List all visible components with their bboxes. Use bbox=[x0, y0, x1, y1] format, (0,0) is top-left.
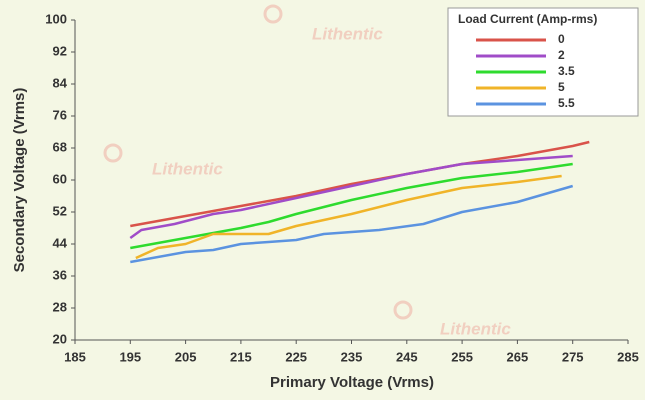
y-tick-label: 52 bbox=[53, 203, 67, 218]
watermark-icon bbox=[393, 300, 413, 320]
y-tick-label: 44 bbox=[53, 235, 68, 250]
legend-label: 2 bbox=[558, 48, 565, 62]
x-tick-label: 235 bbox=[341, 349, 363, 364]
legend-label: 5.5 bbox=[558, 96, 575, 110]
y-axis-label: Secondary Voltage (Vrms) bbox=[11, 88, 28, 273]
x-tick-label: 285 bbox=[617, 349, 639, 364]
watermark: Lithentic bbox=[440, 319, 511, 338]
y-tick-label: 60 bbox=[53, 171, 67, 186]
x-tick-label: 185 bbox=[64, 349, 86, 364]
legend-box bbox=[447, 7, 639, 117]
watermark: Lithentic bbox=[152, 159, 223, 178]
x-tick-label: 195 bbox=[119, 349, 141, 364]
y-tick-label: 36 bbox=[53, 267, 67, 282]
x-tick-label: 215 bbox=[230, 349, 252, 364]
series-line bbox=[130, 184, 574, 264]
x-tick-label: 245 bbox=[396, 349, 418, 364]
y-tick-label: 68 bbox=[53, 139, 67, 154]
y-tick-label: 92 bbox=[53, 43, 67, 58]
y-tick-label: 76 bbox=[53, 107, 67, 122]
legend-label: 0 bbox=[558, 32, 565, 46]
y-tick-label: 84 bbox=[53, 75, 68, 90]
x-tick-label: 275 bbox=[562, 349, 584, 364]
x-tick-label: 265 bbox=[507, 349, 529, 364]
y-tick-label: 20 bbox=[53, 331, 67, 346]
legend-title: Load Current (Amp-rms) bbox=[458, 12, 597, 26]
x-tick-label: 225 bbox=[285, 349, 307, 364]
x-tick-label: 255 bbox=[451, 349, 473, 364]
legend-label: 3.5 bbox=[558, 64, 575, 78]
legend-label: 5 bbox=[558, 80, 565, 94]
series-line bbox=[135, 174, 562, 260]
watermark-icon bbox=[263, 4, 283, 24]
y-tick-label: 100 bbox=[45, 11, 67, 26]
x-axis-label: Primary Voltage (Vrms) bbox=[270, 374, 434, 391]
series-line bbox=[129, 154, 573, 240]
x-tick-label: 205 bbox=[175, 349, 197, 364]
watermark: Lithentic bbox=[312, 24, 383, 43]
y-tick-label: 28 bbox=[53, 299, 67, 314]
watermark-icon bbox=[103, 143, 123, 163]
watermarks bbox=[103, 4, 413, 320]
